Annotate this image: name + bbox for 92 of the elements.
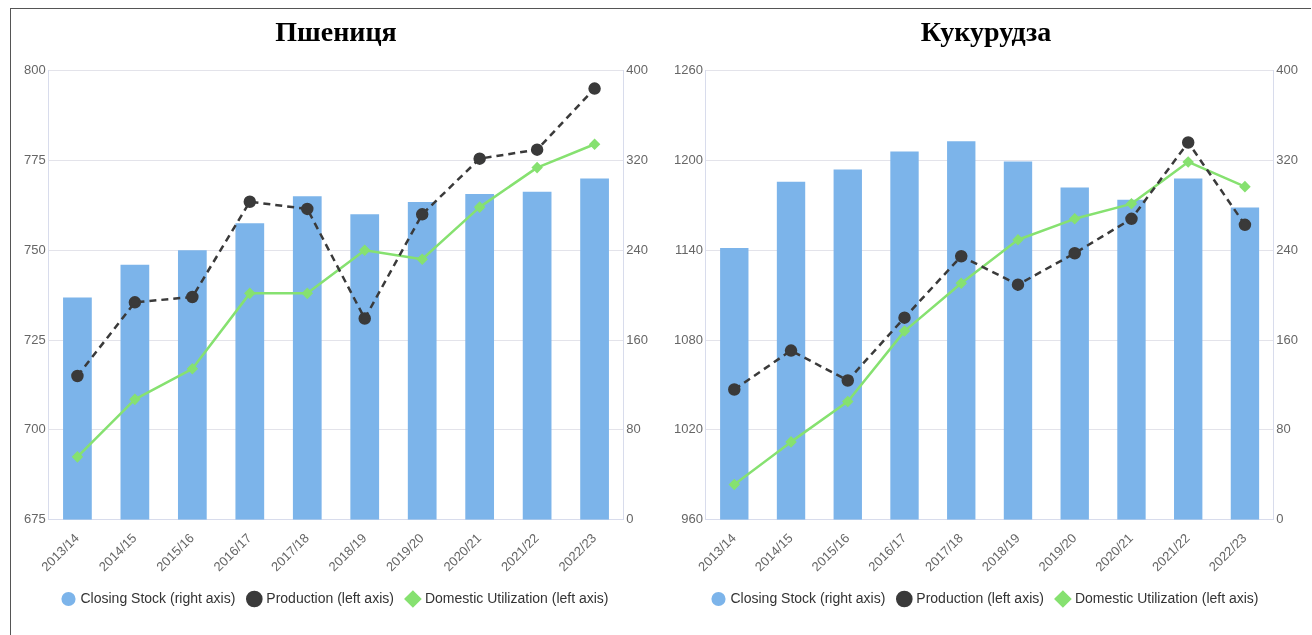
bar xyxy=(292,196,322,520)
y-tick-label: 960 xyxy=(681,511,703,527)
chart-title: Кукурудза xyxy=(920,16,1052,48)
y-tick-label: 1020 xyxy=(674,421,703,437)
bar xyxy=(465,194,495,520)
point xyxy=(530,143,544,156)
y2-tick-label: 160 xyxy=(626,331,649,347)
point xyxy=(187,363,198,375)
bar xyxy=(522,191,552,520)
point xyxy=(785,436,797,448)
y2-tick-label: 320 xyxy=(1276,152,1299,168)
point xyxy=(186,290,199,304)
legend-label: Closing Stock (right axis) xyxy=(730,589,886,606)
y2-tick-label: 400 xyxy=(626,62,649,78)
point xyxy=(955,250,968,263)
point xyxy=(128,296,142,309)
point xyxy=(842,396,854,407)
point xyxy=(589,139,600,150)
point xyxy=(728,383,741,396)
y2-tick-label: 320 xyxy=(626,152,649,168)
y2-tick-label: 240 xyxy=(626,241,649,257)
point xyxy=(1126,198,1137,210)
y-tick-label: 800 xyxy=(23,62,46,78)
point xyxy=(301,202,314,216)
point xyxy=(1239,181,1251,192)
point xyxy=(243,195,257,208)
point xyxy=(1069,213,1080,225)
y-tick-label: 1200 xyxy=(674,152,703,168)
bar xyxy=(776,181,806,520)
bar xyxy=(720,248,749,520)
point xyxy=(358,312,371,325)
legend-label: Domestic Utilization (left axis) xyxy=(424,589,609,606)
point xyxy=(784,344,798,357)
bar xyxy=(1117,199,1146,520)
y2-tick-label: 400 xyxy=(1276,62,1299,78)
point xyxy=(473,152,486,165)
point xyxy=(129,394,141,405)
point xyxy=(71,369,84,383)
point xyxy=(588,82,601,95)
bar xyxy=(580,178,609,520)
bar xyxy=(1230,207,1260,520)
y-tick-label: 675 xyxy=(23,511,46,527)
point xyxy=(1012,234,1024,246)
bar xyxy=(1060,187,1089,520)
legend-label: Closing Stock (right axis) xyxy=(80,589,236,606)
bar xyxy=(177,250,207,520)
point xyxy=(1011,278,1025,291)
bar xyxy=(947,141,976,520)
bar xyxy=(833,169,862,520)
point xyxy=(1068,247,1081,260)
point xyxy=(474,201,485,213)
y-tick-label: 1140 xyxy=(674,241,703,257)
point xyxy=(72,451,83,463)
point xyxy=(1182,156,1194,168)
point xyxy=(1181,136,1195,149)
legend-label: Production (left axis) xyxy=(266,589,394,606)
legend-label: Domestic Utilization (left axis) xyxy=(1074,589,1259,606)
bar xyxy=(1174,178,1203,520)
chart-title: Пшениця xyxy=(275,16,397,48)
y2-tick-label: 80 xyxy=(626,421,641,437)
point xyxy=(841,374,855,387)
y-tick-label: 1260 xyxy=(674,62,703,78)
point xyxy=(729,479,740,490)
point xyxy=(899,325,910,337)
point xyxy=(302,288,313,299)
bar xyxy=(1003,161,1033,520)
y2-tick-label: 0 xyxy=(626,511,634,527)
y2-tick-label: 160 xyxy=(1276,331,1299,347)
y-tick-label: 750 xyxy=(23,241,46,257)
point xyxy=(415,208,429,221)
bar xyxy=(120,264,150,520)
y2-tick-label: 0 xyxy=(1276,511,1284,527)
y-tick-label: 725 xyxy=(23,331,46,347)
y2-tick-label: 80 xyxy=(1276,421,1291,437)
point xyxy=(956,277,967,289)
bar xyxy=(350,214,380,520)
point xyxy=(1238,218,1252,232)
point xyxy=(1125,212,1138,226)
y-tick-label: 700 xyxy=(23,421,46,437)
y-tick-label: 775 xyxy=(23,152,46,168)
bar xyxy=(407,201,437,520)
point xyxy=(359,245,370,256)
y-tick-label: 1080 xyxy=(674,331,703,347)
bar xyxy=(235,223,265,520)
point xyxy=(244,288,256,299)
point xyxy=(416,253,428,265)
bar xyxy=(890,151,919,520)
y2-tick-label: 240 xyxy=(1276,241,1299,257)
legend-label: Production (left axis) xyxy=(916,589,1044,606)
point xyxy=(898,311,911,324)
point xyxy=(531,162,543,173)
bar xyxy=(63,297,92,520)
